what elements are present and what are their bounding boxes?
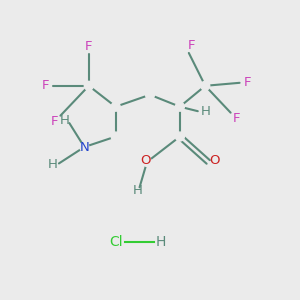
Circle shape (80, 142, 89, 152)
Circle shape (176, 132, 184, 141)
Text: F: F (51, 115, 58, 128)
Text: H: H (200, 105, 210, 118)
Text: Cl: Cl (109, 235, 122, 249)
Text: F: F (188, 39, 196, 52)
Text: N: N (80, 140, 89, 154)
Text: H: H (60, 114, 70, 127)
Circle shape (111, 102, 120, 111)
Text: O: O (209, 154, 220, 167)
Text: F: F (42, 79, 49, 92)
Text: H: H (133, 184, 143, 197)
Circle shape (201, 81, 210, 90)
Text: F: F (243, 76, 251, 89)
Text: H: H (155, 235, 166, 249)
Circle shape (146, 90, 154, 99)
Circle shape (84, 81, 93, 90)
Text: F: F (233, 112, 240, 125)
Text: F: F (85, 40, 92, 53)
Text: H: H (48, 158, 58, 171)
Circle shape (111, 132, 120, 141)
Text: O: O (140, 154, 151, 167)
Circle shape (142, 158, 152, 166)
Circle shape (176, 102, 184, 111)
